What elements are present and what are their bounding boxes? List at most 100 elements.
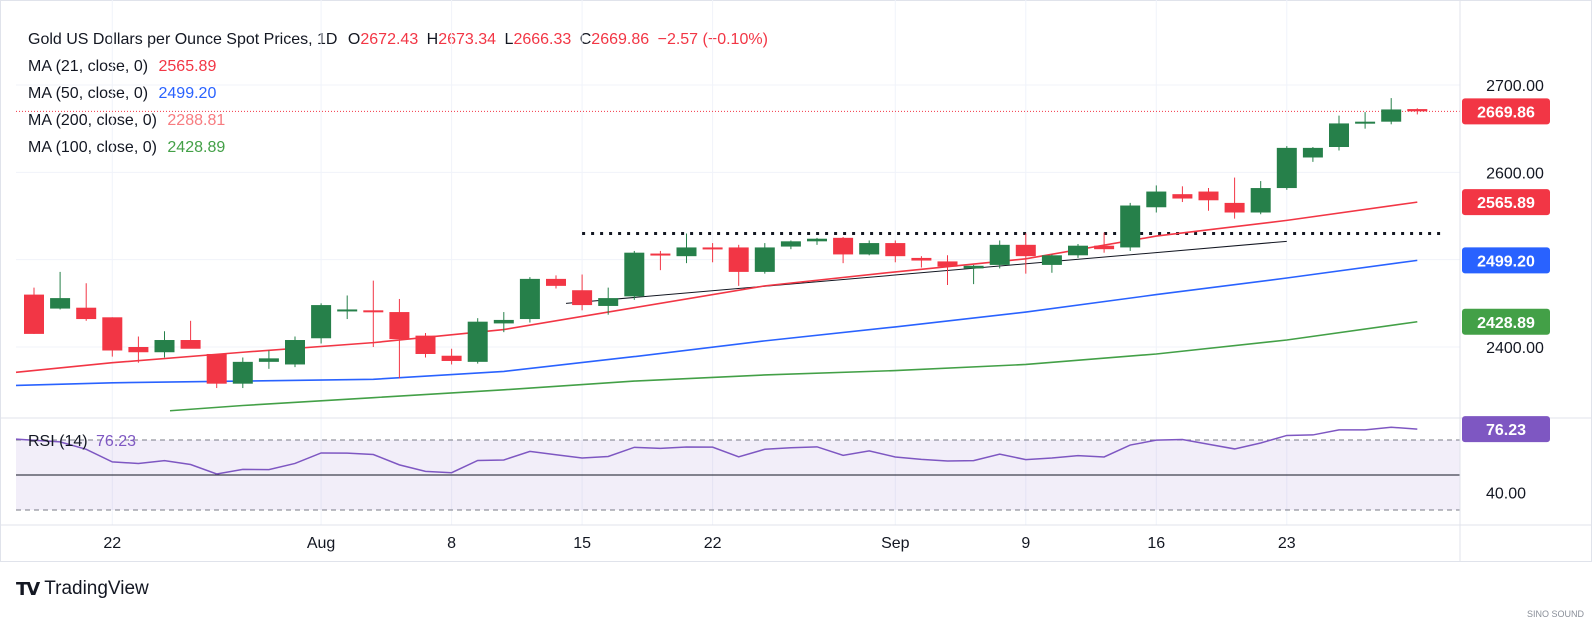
candle — [467, 318, 488, 364]
candle-body — [1146, 191, 1167, 208]
candle — [572, 274, 593, 311]
candle-body — [389, 312, 410, 340]
candle-body — [206, 353, 227, 384]
candle — [337, 295, 358, 320]
candle-body — [1355, 121, 1376, 124]
ma21-price-tag: 2565.89 — [1462, 189, 1550, 216]
candle — [859, 240, 880, 256]
candle — [206, 353, 227, 389]
ma100-label: MA (100, close, 0) — [28, 139, 157, 156]
candle — [76, 283, 97, 321]
candle — [702, 243, 723, 263]
symbol-title: Gold US Dollars per Ounce Spot Prices, 1… — [28, 31, 338, 48]
candle — [311, 303, 332, 344]
candle-body — [24, 294, 44, 334]
candle-body — [728, 247, 749, 272]
candle-body — [1329, 123, 1349, 148]
candle — [441, 348, 462, 365]
candle — [780, 240, 801, 250]
candle — [807, 237, 827, 245]
rsi-price-tag-bg — [1462, 416, 1550, 443]
price-tick-label: 2400.00 — [1486, 340, 1544, 357]
close-value: 2669.86 — [591, 31, 650, 48]
candle — [598, 287, 619, 315]
ma50-value: 2499.20 — [158, 85, 217, 102]
candle — [285, 336, 305, 368]
candle — [1041, 254, 1062, 273]
ma21-value: 2565.89 — [158, 58, 217, 75]
time-tick-label: Aug — [307, 535, 335, 552]
candle — [833, 236, 854, 264]
candle — [1198, 188, 1219, 211]
candle — [128, 336, 149, 363]
ma100-price-tag-text: 2428.89 — [1477, 315, 1535, 332]
candle — [258, 350, 279, 369]
candle — [546, 275, 566, 289]
support-trendline — [565, 240, 1287, 304]
candle — [1355, 112, 1376, 129]
open-value: 2672.43 — [360, 31, 419, 48]
ma100-legend[interactable]: MA (100, close, 0) 2428.89 — [28, 139, 225, 157]
ma21-price-tag-text: 2565.89 — [1477, 195, 1535, 212]
candle-body — [937, 261, 958, 267]
candle — [415, 333, 436, 358]
price-tick-label: 2600.00 — [1486, 165, 1544, 182]
candle — [1302, 147, 1323, 162]
candle-body — [467, 321, 488, 362]
candle-body — [441, 355, 462, 361]
ma21-price-tag-bg — [1462, 189, 1550, 216]
candle-body — [311, 305, 332, 339]
candle-body — [337, 309, 358, 312]
candle — [363, 280, 384, 347]
candle-body — [676, 247, 697, 257]
low-label: L — [504, 31, 514, 48]
candle — [180, 320, 201, 349]
candle — [389, 298, 410, 379]
rsi-line — [15, 426, 1418, 475]
rsi-price-tag-text: 76.23 — [1486, 422, 1526, 439]
tradingview-mark-icon: 𝗧𝗩 — [16, 578, 40, 599]
ma50-label: MA (50, close, 0) — [28, 85, 149, 102]
candle — [911, 256, 932, 268]
candle-body — [232, 361, 253, 384]
last-price-tag-text: 2669.86 — [1477, 104, 1535, 121]
candle — [1094, 232, 1115, 253]
candle — [885, 240, 906, 263]
close-label: C — [579, 31, 592, 48]
time-tick-label: 16 — [1147, 535, 1165, 552]
ma50-price-tag-bg — [1462, 247, 1550, 274]
candle — [1276, 146, 1297, 190]
candle — [493, 312, 514, 333]
ma200-legend[interactable]: MA (200, close, 0) 2288.81 — [28, 112, 225, 130]
tradingview-logo[interactable]: 𝗧𝗩 TradingView — [16, 578, 149, 600]
low-value: 2666.33 — [513, 31, 572, 48]
open-label: O — [347, 31, 361, 48]
candle — [1224, 177, 1245, 219]
candle — [624, 250, 645, 300]
time-tick-label: 22 — [103, 535, 121, 552]
candle-body — [1198, 191, 1219, 201]
watermark-logo: SINO SOUND — [1527, 609, 1584, 619]
candle — [154, 331, 175, 358]
candle-body — [1407, 109, 1428, 112]
candle-body — [415, 335, 436, 354]
candle-body — [1094, 245, 1115, 250]
rsi-value-text: 76.23 — [96, 433, 137, 450]
candle-body — [1120, 205, 1141, 248]
candle-body — [180, 340, 201, 349]
high-value: 2673.34 — [438, 31, 497, 48]
candle — [989, 240, 1010, 269]
candle-body — [885, 243, 906, 257]
time-tick-label: Sep — [881, 535, 910, 552]
candle-body — [128, 347, 149, 353]
ma21-legend[interactable]: MA (21, close, 0) 2565.89 — [28, 58, 216, 76]
ma50-legend[interactable]: MA (50, close, 0) 2499.20 — [28, 85, 216, 103]
high-label: H — [426, 31, 439, 48]
ma100-price-tag: 2428.89 — [1462, 308, 1550, 335]
candle-body — [989, 244, 1010, 265]
candle-body — [702, 247, 723, 250]
candle — [1120, 202, 1141, 251]
rsi-legend[interactable]: RSI (14) 76.23 — [28, 433, 136, 451]
ma50-price-tag: 2499.20 — [1462, 247, 1550, 274]
